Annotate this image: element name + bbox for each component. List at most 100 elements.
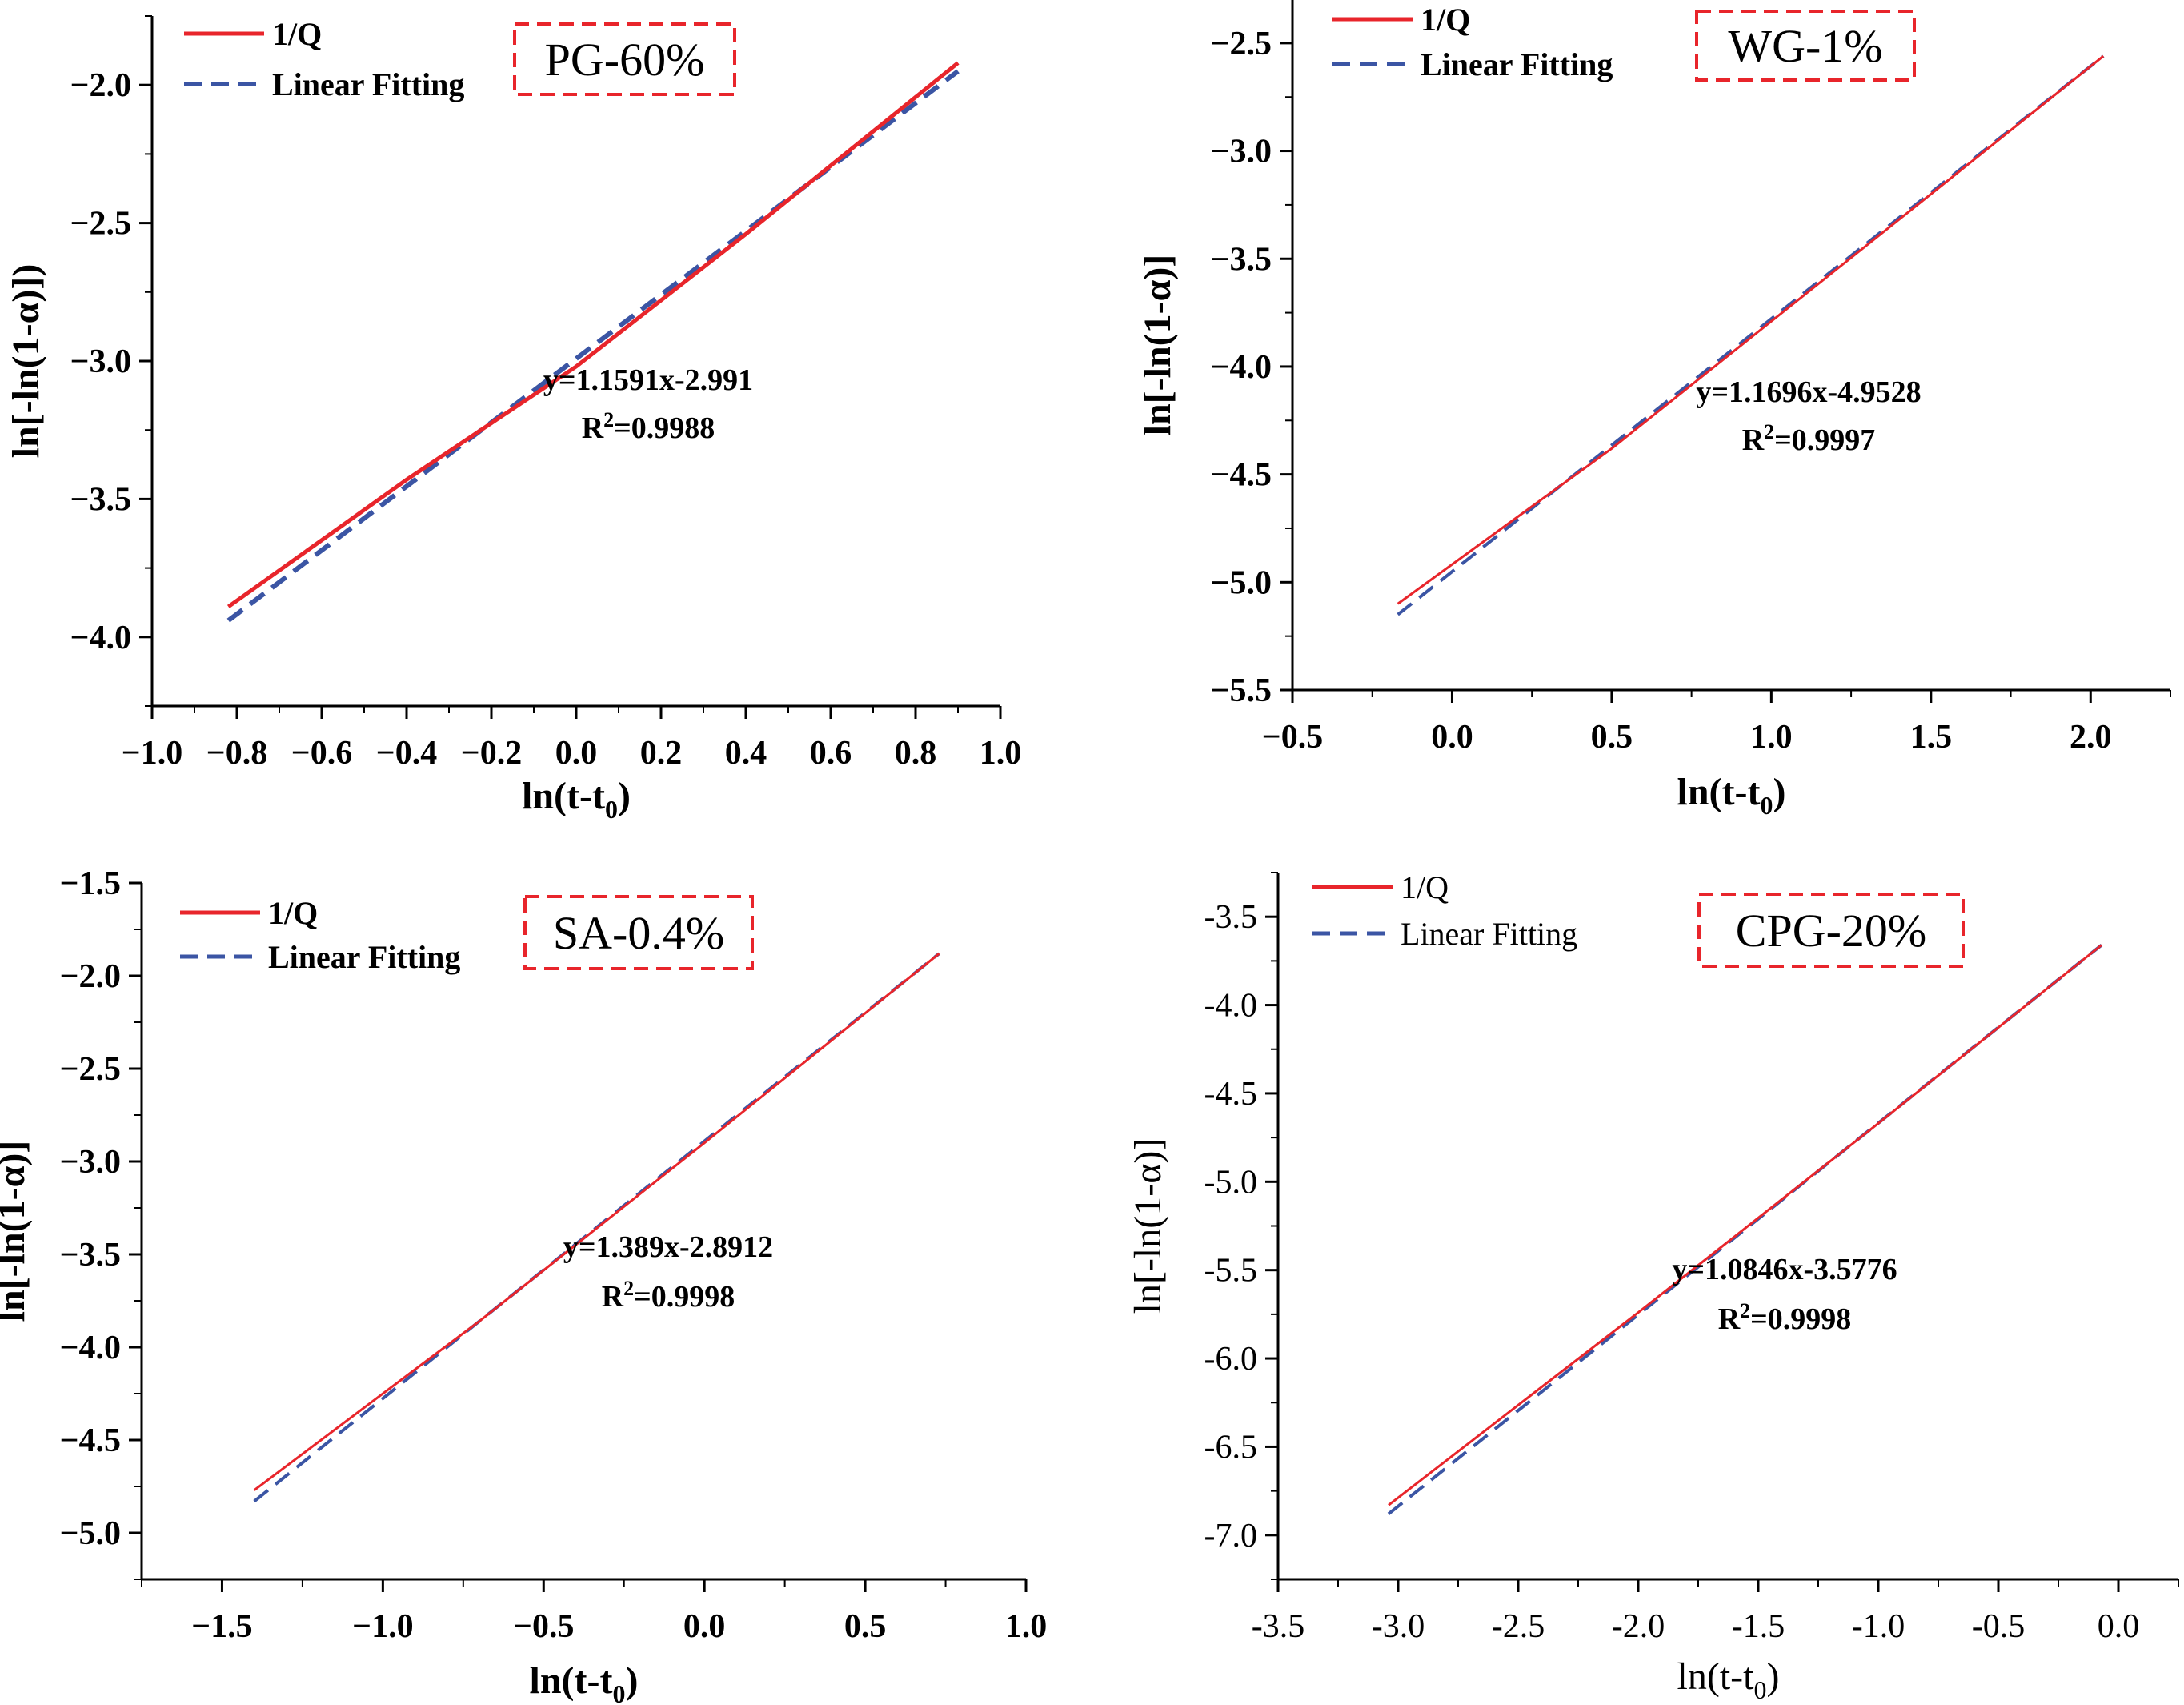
x-tick-label: 0.8	[895, 735, 937, 772]
y-tick-label: −2.0	[60, 958, 121, 995]
x-tick-label: −0.6	[291, 735, 352, 772]
x-tick-label: −0.5	[513, 1608, 574, 1645]
x-axis-title: ln(t-t0)	[1677, 1655, 1780, 1704]
x-tick-label: 0.6	[810, 735, 852, 772]
x-axis-title-close: )	[1767, 1655, 1780, 1698]
y-tick-label: -5.5	[1204, 1253, 1258, 1290]
y-tick-label: -4.5	[1204, 1076, 1258, 1113]
legend: 1/Q Linear Fitting	[1312, 869, 1577, 952]
r-squared-value: =0.9988	[614, 411, 715, 445]
x-tick-label: -0.5	[1972, 1608, 2026, 1645]
y-tick-label: −4.0	[1211, 349, 1272, 386]
x-axis-title-subscript: 0	[605, 795, 618, 824]
series-line-linear-fitting	[226, 69, 960, 623]
y-axis-title: ln[-ln(1-α)])	[5, 264, 47, 459]
legend-label-linear-fitting: Linear Fitting	[1401, 916, 1577, 952]
x-tick-label: 1.5	[1910, 719, 1953, 756]
chart-panel-pg: −1.0 −0.8 −0.6 −0.4 −0.2 0.0 0.2 0.4 0.6 0.8 1.0 −4…	[5, 15, 1021, 824]
y-tick-label: −2.5	[60, 1051, 121, 1088]
y-tick-label: −3.5	[60, 1237, 121, 1274]
x-tick-label: -2.0	[1612, 1608, 1665, 1645]
legend-label-linear-fitting: Linear Fitting	[268, 939, 460, 975]
x-axis-title: ln(t-t0)	[530, 1659, 639, 1705]
y-tick-label: -7.0	[1204, 1518, 1258, 1555]
x-axis-title-main: ln(t-t	[530, 1659, 613, 1702]
y-tick-label: -4.0	[1204, 988, 1258, 1025]
legend-label-1-over-q: 1/Q	[272, 16, 322, 52]
legend: 1/Q Linear Fitting	[180, 895, 460, 975]
x-tick-label: -1.5	[1732, 1608, 1785, 1645]
x-tick-label: 0.4	[725, 735, 767, 772]
r-squared-superscript: 2	[1740, 1299, 1750, 1322]
legend-label-linear-fitting: Linear Fitting	[272, 66, 464, 102]
x-axis-title-close: )	[625, 1659, 638, 1702]
sample-tag-label: PG-60%	[545, 34, 705, 86]
y-tick-label: -5.0	[1204, 1164, 1258, 1201]
x-tick-label: −0.8	[206, 735, 267, 772]
x-tick-label: 0.5	[1591, 719, 1633, 756]
y-tick-label: −5.0	[1211, 564, 1272, 601]
y-tick-label: −4.5	[1211, 457, 1272, 494]
y-tick-label: −1.5	[60, 865, 121, 902]
y-tick-label: −3.5	[70, 481, 131, 518]
x-axis-title: ln(t-t0)	[522, 775, 631, 824]
x-tick-label: 0.0	[683, 1608, 726, 1645]
sample-tag-label: CPG-20%	[1736, 905, 1926, 957]
fit-equation: y=1.0846x-3.5776	[1672, 1253, 1897, 1286]
legend: 1/Q Linear Fitting	[1332, 2, 1613, 82]
x-tick-label: −1.5	[191, 1608, 252, 1645]
x-axis-title-subscript: 0	[1760, 791, 1773, 820]
x-tick-label: −0.2	[461, 735, 522, 772]
r-squared: R2=0.9988	[582, 408, 715, 445]
r-squared: R2=0.9998	[1718, 1299, 1852, 1336]
y-tick-label: -3.5	[1204, 899, 1258, 936]
chart-panel-sa: −1.5 −1.0 −0.5 0.0 0.5 1.0 −5.0 −4.5 −4.0 −3.5 −3.…	[0, 865, 1047, 1705]
series-line-linear-fitting	[1387, 943, 2103, 1515]
x-tick-label: -3.0	[1372, 1608, 1425, 1645]
x-axis-title-main: ln(t-t	[522, 775, 605, 817]
fit-equation: y=1.1696x-4.9528	[1696, 375, 1921, 409]
r-squared-superscript: 2	[603, 408, 614, 431]
x-axis-title-subscript: 0	[1754, 1675, 1767, 1704]
y-tick-label: −3.5	[1211, 241, 1272, 278]
y-tick-label: -6.5	[1204, 1429, 1258, 1466]
r-squared: R2=0.9997	[1742, 420, 1876, 457]
legend-label-1-over-q: 1/Q	[1421, 2, 1470, 38]
series-line-1-over-q	[1388, 944, 2102, 1506]
x-axis-title-main: ln(t-t	[1677, 1655, 1755, 1698]
y-tick-label: -6.0	[1204, 1341, 1258, 1378]
r-squared: R2=0.9998	[602, 1277, 735, 1314]
y-tick-label: −4.0	[70, 620, 131, 656]
r-squared-value: =0.9998	[634, 1280, 735, 1314]
sample-tag-label: SA-0.4%	[553, 907, 724, 959]
r-squared-prefix: R	[1718, 1302, 1741, 1336]
x-axis-title-main: ln(t-t	[1677, 771, 1761, 813]
y-tick-label: −4.0	[60, 1330, 121, 1366]
y-tick-label: −2.5	[70, 206, 131, 243]
legend: 1/Q Linear Fitting	[184, 16, 464, 102]
r-squared-value: =0.9998	[1750, 1302, 1851, 1336]
x-tick-label: −0.5	[1262, 719, 1323, 756]
y-axis-title: ln[-ln(1-α)]	[1127, 1138, 1169, 1314]
x-axis-title-subscript: 0	[612, 1679, 625, 1705]
x-tick-label: −0.4	[376, 735, 437, 772]
x-axis-title-close: )	[1773, 771, 1785, 813]
series-line-1-over-q	[1397, 54, 2105, 605]
r-squared-superscript: 2	[1764, 420, 1774, 443]
x-tick-label: −1.0	[352, 1608, 413, 1645]
x-tick-label: 2.0	[2070, 719, 2112, 756]
series-line-1-over-q	[226, 61, 960, 608]
sample-tag-box	[523, 895, 754, 970]
x-tick-label: 0.0	[2098, 1608, 2140, 1645]
y-tick-label: −5.5	[1211, 672, 1272, 709]
legend-label-linear-fitting: Linear Fitting	[1421, 46, 1613, 82]
x-tick-label: 1.0	[1750, 719, 1793, 756]
x-tick-label: -3.5	[1252, 1608, 1305, 1645]
sample-tag-box	[1697, 893, 1965, 968]
r-squared-prefix: R	[582, 411, 604, 445]
y-tick-label: −4.5	[60, 1422, 121, 1459]
fit-equation: y=1.1591x-2.991	[543, 363, 753, 397]
y-axis-title: ln[-ln(1-α)]	[1136, 255, 1179, 436]
sample-tag-label: WG-1%	[1728, 20, 1882, 72]
